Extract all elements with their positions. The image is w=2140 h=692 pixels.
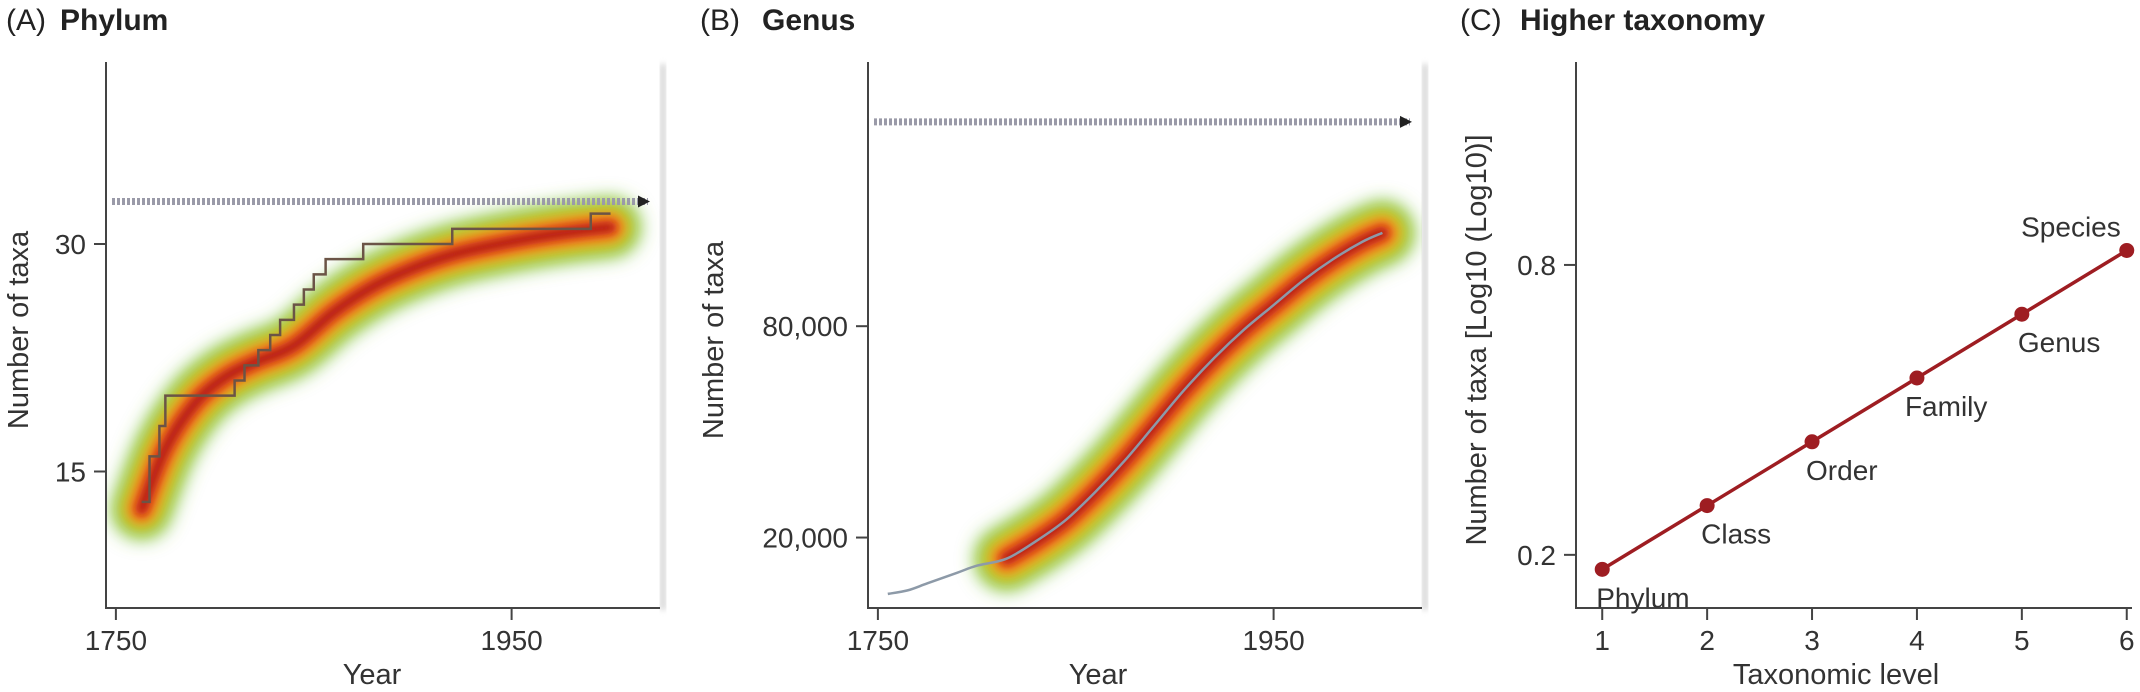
panel-a-band-core [137, 222, 616, 514]
panel-a-axes [105, 62, 660, 609]
panel-c-2-x-tick-label: 6 [2119, 625, 2135, 656]
panel-c-point-label: Phylum [1596, 582, 1689, 613]
panel-c-point-label: Class [1701, 519, 1771, 550]
panel-c-point [1594, 561, 1610, 577]
panel-b-axes [867, 62, 1422, 609]
panel-c-title: Higher taxonomy [1520, 4, 1765, 37]
panel-a-axis-lines [105, 62, 660, 609]
panel-b-1-y-tick-label: 20,000 [762, 523, 848, 554]
panel-b-title: Genus [762, 4, 855, 37]
panel-c-x-axis-label: Taxonomic level [1733, 659, 1939, 691]
panel-b-frame-shadow [1422, 64, 1428, 610]
panel-b-ticks: 1750 1950 20,000 80,000 [762, 311, 1304, 656]
panel-b-series-line [887, 231, 1383, 596]
panel-c-2-y-tick-label: 0.8 [1517, 250, 1556, 281]
panel-a-x-axis-label: Year [343, 659, 402, 691]
panel-b-axis-lines [867, 62, 1422, 609]
panel-a-ticks: 1750 1950 15 30 [55, 229, 543, 656]
panel-c-series-line [1601, 248, 2128, 571]
panel-c-2-x-tick-label: 5 [2014, 625, 2030, 656]
panel-a-letter: (A) [6, 4, 46, 37]
panel-b-y-axis-label: Number of taxa [698, 240, 730, 439]
panel-a: (A) Phylum 1750 1950 15 30 Year Number of t… [3, 4, 666, 691]
panel-c-point-label: Order [1806, 455, 1878, 486]
panel-a-band [111, 197, 641, 540]
panel-c-point-label: Species [2021, 211, 2121, 242]
panel-b-asymptote-arrowhead [1400, 115, 1412, 128]
panel-c-point-label: Family [1905, 391, 1987, 422]
panel-c-point [1804, 434, 1820, 450]
panel-b-1-y-tick-label: 80,000 [762, 311, 848, 342]
panel-c-point [2014, 306, 2030, 322]
panel-c: (C) Higher taxonomy 1 2 3 4 5 6 0.2 0.8 Phylum C… [1460, 4, 2135, 691]
panel-c-letter: (C) [1460, 4, 1502, 37]
panel-a-band-mid [121, 207, 631, 530]
panel-a-0-y-tick-label: 30 [55, 229, 86, 260]
panel-c-point [1909, 370, 1925, 386]
panel-c-2-x-tick-label: 3 [1804, 625, 1820, 656]
panel-b-letter: (B) [700, 4, 740, 37]
panel-a-0-y-tick-label: 15 [55, 457, 86, 488]
panel-c-2-y-tick-label: 0.2 [1517, 540, 1556, 571]
panel-c-2-x-tick-label: 4 [1909, 625, 1925, 656]
panel-b-1-x-tick-label: 1750 [847, 625, 909, 656]
panel-c-axis-lines [1575, 62, 2132, 609]
panel-a-asymptote-arrowhead [638, 195, 650, 208]
panel-c-axes [1575, 62, 2132, 609]
panel-a-series-line [141, 212, 611, 504]
panel-a-title: Phylum [60, 4, 168, 37]
panel-b-1-x-tick-label: 1950 [1242, 625, 1304, 656]
panel-c-point [2119, 242, 2135, 258]
panel-b-band [974, 200, 1415, 591]
panel-a-y-axis-label: Number of taxa [3, 230, 35, 429]
panel-c-point-label: Genus [2018, 327, 2101, 358]
panel-c-series [1594, 242, 2135, 577]
panel-a-0-x-tick-label: 1750 [85, 625, 147, 656]
panel-c-point-labels: Phylum Class Order Family Genus Species [1596, 211, 2121, 613]
panel-a-frame-shadow [660, 64, 666, 610]
panel-a-0-x-tick-label: 1950 [480, 625, 542, 656]
panel-c-ticks: 1 2 3 4 5 6 0.2 0.8 [1517, 250, 2134, 656]
panel-c-y-axis-label: Number of taxa [Log10 (Log10)] [1461, 134, 1493, 545]
panel-c-point [1699, 498, 1715, 514]
panel-b: (B) Genus 1750 1950 20,000 80,000 Year Numb… [698, 4, 1428, 691]
panel-c-2-x-tick-label: 2 [1699, 625, 1715, 656]
panel-c-2-x-tick-label: 1 [1594, 625, 1610, 656]
panel-b-x-axis-label: Year [1069, 659, 1128, 691]
